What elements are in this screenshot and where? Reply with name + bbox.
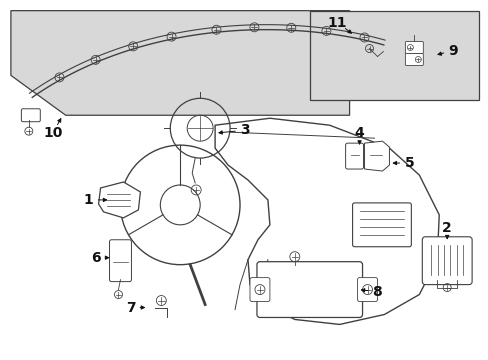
FancyBboxPatch shape xyxy=(357,278,377,302)
Text: 9: 9 xyxy=(447,44,457,58)
Text: 8: 8 xyxy=(372,284,382,298)
FancyBboxPatch shape xyxy=(21,109,40,122)
FancyBboxPatch shape xyxy=(109,240,131,282)
Polygon shape xyxy=(11,11,349,115)
FancyBboxPatch shape xyxy=(405,54,423,66)
FancyBboxPatch shape xyxy=(352,203,410,247)
FancyBboxPatch shape xyxy=(422,237,471,285)
Text: 2: 2 xyxy=(442,221,451,235)
Text: 7: 7 xyxy=(125,301,135,315)
Text: 11: 11 xyxy=(327,15,346,30)
Polygon shape xyxy=(99,182,140,218)
Text: 6: 6 xyxy=(91,251,100,265)
Text: 1: 1 xyxy=(83,193,93,207)
Polygon shape xyxy=(309,11,478,100)
FancyBboxPatch shape xyxy=(249,278,269,302)
Text: 3: 3 xyxy=(240,123,249,137)
Polygon shape xyxy=(215,118,438,324)
FancyBboxPatch shape xyxy=(345,143,363,169)
FancyBboxPatch shape xyxy=(405,41,423,54)
Text: 5: 5 xyxy=(404,156,413,170)
Text: 4: 4 xyxy=(354,126,364,140)
FancyBboxPatch shape xyxy=(256,262,362,318)
Polygon shape xyxy=(364,141,388,171)
Text: 10: 10 xyxy=(43,126,62,140)
